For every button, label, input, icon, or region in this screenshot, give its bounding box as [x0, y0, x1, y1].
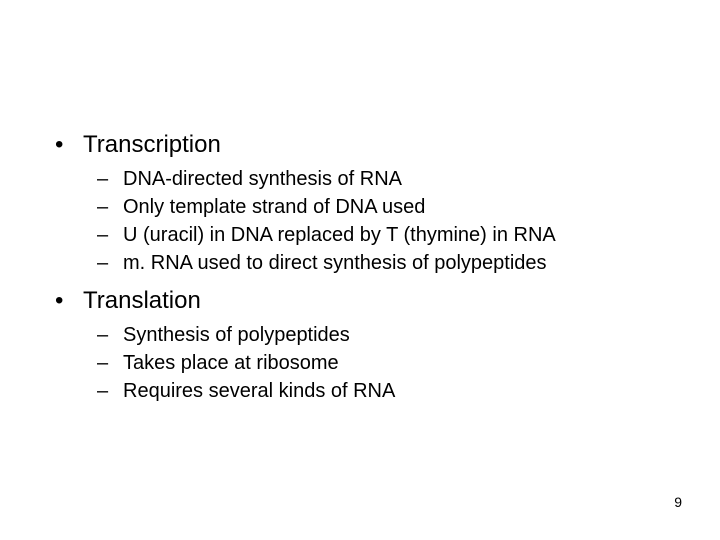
- bullet-icon: •: [55, 289, 83, 313]
- dash-icon: –: [97, 324, 123, 347]
- list-item-label: Transcription: [83, 130, 221, 160]
- dash-icon: –: [97, 224, 123, 247]
- bullet-icon: •: [55, 133, 83, 157]
- list-item-label: Translation: [83, 286, 201, 316]
- list-item-label: DNA-directed synthesis of RNA: [123, 166, 402, 192]
- list-item: – DNA-directed synthesis of RNA: [97, 166, 675, 192]
- list-item: – m. RNA used to direct synthesis of pol…: [97, 250, 675, 276]
- list-item-label: Only template strand of DNA used: [123, 194, 425, 220]
- dash-icon: –: [97, 380, 123, 403]
- list-item: – Synthesis of polypeptides: [97, 322, 675, 348]
- dash-icon: –: [97, 352, 123, 375]
- list-item: • Transcription – DNA-directed synthesis…: [55, 130, 675, 276]
- list-item: • Translation – Synthesis of polypeptide…: [55, 286, 675, 404]
- list-item: – Only template strand of DNA used: [97, 194, 675, 220]
- list-item: – U (uracil) in DNA replaced by T (thymi…: [97, 222, 675, 248]
- list-item-label: Takes place at ribosome: [123, 350, 339, 376]
- list-item-label: U (uracil) in DNA replaced by T (thymine…: [123, 222, 556, 248]
- bullet-list-level1: • Transcription – DNA-directed synthesis…: [55, 130, 675, 404]
- bullet-list-level2: – DNA-directed synthesis of RNA – Only t…: [55, 166, 675, 276]
- page-number: 9: [674, 494, 682, 510]
- bullet-list-level2: – Synthesis of polypeptides – Takes plac…: [55, 322, 675, 404]
- list-item-row: • Translation: [55, 286, 675, 316]
- slide: • Transcription – DNA-directed synthesis…: [0, 0, 720, 540]
- list-item-row: • Transcription: [55, 130, 675, 160]
- dash-icon: –: [97, 196, 123, 219]
- dash-icon: –: [97, 168, 123, 191]
- dash-icon: –: [97, 252, 123, 275]
- list-item-label: m. RNA used to direct synthesis of polyp…: [123, 250, 547, 276]
- list-item-label: Synthesis of polypeptides: [123, 322, 350, 348]
- list-item: – Requires several kinds of RNA: [97, 378, 675, 404]
- slide-content: • Transcription – DNA-directed synthesis…: [55, 130, 675, 414]
- list-item: – Takes place at ribosome: [97, 350, 675, 376]
- list-item-label: Requires several kinds of RNA: [123, 378, 395, 404]
